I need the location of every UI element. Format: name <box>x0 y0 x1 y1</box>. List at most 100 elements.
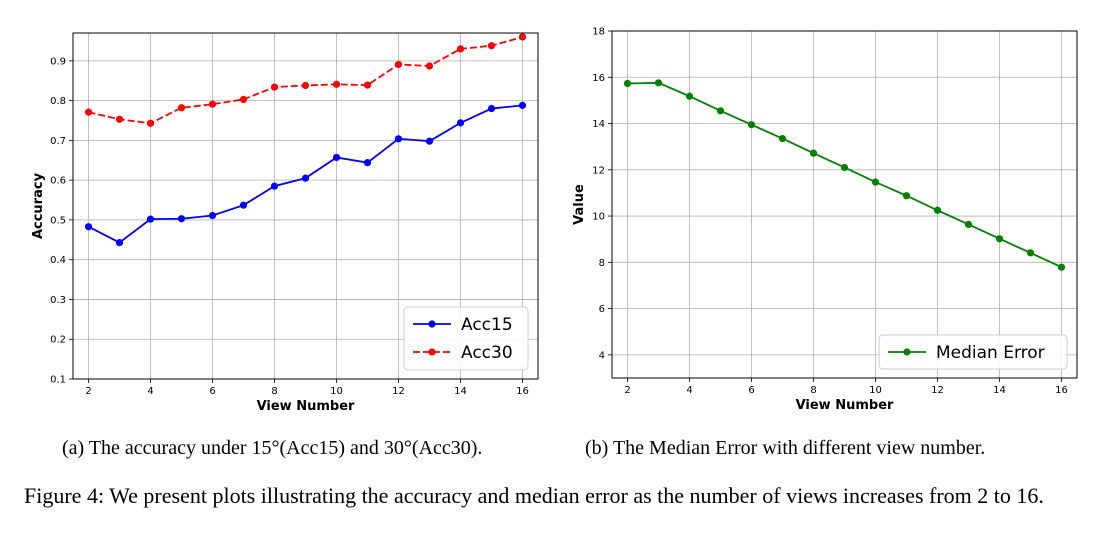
data-point <box>871 178 880 186</box>
y-axis-label: Value <box>572 184 587 225</box>
data-point <box>518 33 527 41</box>
data-point <box>964 220 973 228</box>
data-point <box>270 182 279 190</box>
y-tick-label: 16 <box>592 73 605 84</box>
data-point <box>654 79 663 87</box>
data-point <box>809 149 818 157</box>
data-point <box>1057 263 1066 271</box>
data-point <box>363 159 372 167</box>
data-point <box>995 235 1004 243</box>
y-tick-label: 8 <box>599 258 605 269</box>
y-tick-label: 0.5 <box>50 215 66 226</box>
legend-marker <box>903 348 911 356</box>
figure-caption: Figure 4: We present plots illustrating … <box>24 483 1044 508</box>
data-point <box>239 95 248 104</box>
x-axis-label: View Number <box>257 399 355 414</box>
data-point <box>1026 249 1035 257</box>
y-tick-label: 0.6 <box>50 176 66 187</box>
legend-label: Acc15 <box>461 315 513 335</box>
legend: Acc15 Acc30 <box>403 306 529 371</box>
data-point <box>301 81 310 90</box>
x-tick-label: 16 <box>1055 385 1068 396</box>
x-tick-label: 12 <box>392 386 405 397</box>
x-tick-label: 2 <box>85 386 91 397</box>
legend-marker <box>428 348 436 356</box>
data-point <box>425 137 434 145</box>
grid <box>612 30 1077 378</box>
x-tick-label: 12 <box>931 385 944 396</box>
x-tick-label: 10 <box>869 385 882 396</box>
data-point <box>177 104 186 112</box>
plot-frame <box>611 30 1078 379</box>
y-tick-label: 4 <box>599 350 605 361</box>
series-line-acc15 <box>88 104 523 244</box>
data-point <box>933 206 942 214</box>
data-point <box>685 92 694 100</box>
plot-frame <box>72 32 539 380</box>
x-axis-label: View Number <box>796 398 894 413</box>
chart-median-error: 2 4 6 8 10 12 14 16 4 6 8 10 12 14 16 18 View Number Valu… <box>572 27 1078 413</box>
y-tick-label: 18 <box>592 27 605 38</box>
data-point <box>115 115 124 123</box>
y-tick-label: 0.2 <box>50 335 66 346</box>
x-tick-label: 8 <box>810 385 816 396</box>
data-point <box>84 108 93 116</box>
x-tick-label: 14 <box>993 385 1006 396</box>
data-point <box>394 135 403 143</box>
legend-marker <box>428 320 436 328</box>
data-point <box>456 119 465 127</box>
y-tick-label: 0.7 <box>50 136 66 147</box>
data-point <box>716 107 725 115</box>
y-tick-label: 0.9 <box>50 56 66 67</box>
data-point <box>332 153 341 162</box>
x-tick-label: 6 <box>209 386 215 397</box>
y-axis-label: Accuracy <box>31 172 46 239</box>
legend-frame <box>878 334 1068 370</box>
data-point <box>518 101 527 109</box>
legend: Median Error <box>878 334 1068 370</box>
y-tick-label: 0.1 <box>50 375 66 386</box>
data-point <box>425 62 434 70</box>
x-tick-label: 16 <box>516 386 529 397</box>
x-tick-label: 14 <box>454 386 467 397</box>
data-point <box>208 100 217 108</box>
legend-label: Acc30 <box>461 343 513 363</box>
x-tick-label: 4 <box>147 386 153 397</box>
y-tick-label: 14 <box>592 119 605 130</box>
data-point <box>747 121 756 129</box>
data-point <box>208 211 217 220</box>
data-point <box>146 119 155 127</box>
data-point <box>332 80 341 88</box>
y-tick-label: 0.4 <box>50 255 66 266</box>
data-point <box>239 201 248 209</box>
data-point <box>394 60 403 69</box>
data-point <box>146 215 155 223</box>
y-tick-label: 10 <box>592 212 605 223</box>
data-point <box>270 83 279 91</box>
data-point <box>84 223 93 231</box>
subcaption-a: (a) The accuracy under 15°(Acc15) and 30… <box>62 437 483 459</box>
y-tick-label: 6 <box>599 304 605 315</box>
x-tick-label: 6 <box>748 385 754 396</box>
data-point <box>778 134 787 143</box>
x-tick-label: 2 <box>624 385 630 396</box>
y-tick-label: 0.8 <box>50 96 66 107</box>
y-tick-label: 12 <box>592 165 605 176</box>
x-tick-label: 8 <box>271 386 277 397</box>
y-tick-label: 0.3 <box>50 295 66 306</box>
subcaption-b: (b) The Median Error with different view… <box>585 437 986 459</box>
data-point <box>487 104 496 113</box>
data-point <box>363 81 372 89</box>
x-tick-label: 10 <box>330 386 343 397</box>
data-point <box>115 238 124 247</box>
data-point <box>177 215 186 223</box>
legend-label: Median Error <box>936 343 1045 363</box>
x-tick-label: 4 <box>686 385 692 396</box>
data-point <box>623 79 632 88</box>
data-point <box>487 42 496 50</box>
data-point <box>840 163 849 172</box>
data-point <box>301 174 310 182</box>
data-point <box>902 192 911 200</box>
data-point <box>456 45 465 53</box>
